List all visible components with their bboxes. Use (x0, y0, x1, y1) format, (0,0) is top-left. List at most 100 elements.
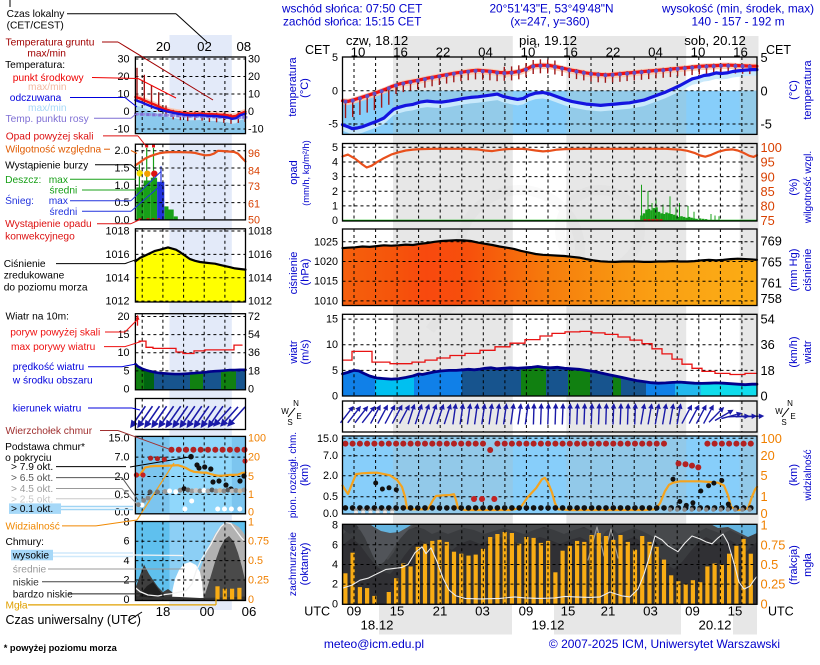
svg-text:(km): (km) (788, 464, 800, 486)
svg-text:0: 0 (123, 594, 129, 606)
svg-text:1: 1 (332, 200, 338, 212)
svg-text:16: 16 (733, 45, 748, 60)
svg-text:0: 0 (248, 594, 254, 606)
svg-text:S: S (781, 418, 786, 427)
svg-text:20: 20 (117, 311, 129, 323)
svg-text:10: 10 (117, 347, 129, 359)
svg-text:(mm Hg): (mm Hg) (788, 249, 800, 292)
svg-text:0: 0 (248, 507, 254, 519)
svg-text:15.0: 15.0 (317, 433, 338, 445)
svg-text:7.0: 7.0 (114, 452, 129, 464)
svg-text:0.5: 0.5 (761, 557, 779, 572)
svg-text:20.12: 20.12 (698, 618, 731, 633)
svg-text:50: 50 (248, 214, 260, 226)
svg-text:wiatr: wiatr (802, 340, 814, 365)
svg-text:-10: -10 (114, 124, 130, 136)
svg-text:90: 90 (761, 169, 775, 184)
svg-text:769: 769 (761, 233, 782, 248)
svg-text:Wilgotność względna: Wilgotność względna (6, 145, 102, 156)
svg-text:0: 0 (248, 106, 254, 118)
svg-text:sob, 20.12: sob, 20.12 (684, 33, 746, 48)
svg-text:2: 2 (332, 579, 338, 591)
svg-text:pion. rozciągł. chm.: pion. rozciągł. chm. (288, 432, 299, 518)
svg-text:Ciśnienie: Ciśnienie (4, 259, 46, 270)
svg-text:15: 15 (561, 604, 576, 619)
svg-text:Mgła: Mgła (6, 600, 28, 611)
svg-text:(x=247, y=360): (x=247, y=360) (510, 15, 589, 29)
svg-text:> 7.9 okt.: > 7.9 okt. (11, 462, 53, 473)
svg-text:2.0: 2.0 (323, 470, 338, 482)
svg-text:20: 20 (248, 452, 260, 464)
svg-text:Czas lokalny: Czas lokalny (7, 9, 66, 20)
svg-text:1016: 1016 (248, 249, 272, 261)
svg-text:wilgotność wzgl.: wilgotność wzgl. (803, 151, 814, 224)
svg-text:1015: 1015 (314, 276, 338, 288)
svg-text:5: 5 (332, 365, 338, 377)
svg-text:761: 761 (761, 275, 782, 290)
svg-text:765: 765 (761, 254, 782, 269)
svg-text:(km): (km) (299, 464, 311, 486)
svg-text:kierunek wiatru: kierunek wiatru (13, 404, 82, 415)
svg-text:E: E (296, 412, 301, 421)
svg-text:(%): (%) (788, 178, 800, 195)
svg-text:* powyżej poziomu morza: * powyżej poziomu morza (4, 643, 118, 653)
svg-text:1: 1 (248, 516, 254, 528)
svg-text:CET: CET (766, 43, 791, 57)
svg-text:średni: średni (50, 207, 78, 218)
svg-text:8: 8 (332, 520, 338, 532)
svg-text:5: 5 (761, 50, 768, 65)
svg-text:0: 0 (332, 598, 338, 610)
svg-text:temperatura: temperatura (802, 59, 814, 119)
svg-text:S: S (287, 418, 292, 427)
svg-text:prędkość wiatru: prędkość wiatru (13, 362, 84, 373)
svg-text:zredukowane: zredukowane (4, 271, 65, 282)
svg-text:4: 4 (123, 555, 129, 567)
svg-text:(CET/CEST): (CET/CEST) (7, 21, 64, 32)
svg-text:04: 04 (478, 45, 493, 60)
svg-text:w środku obszaru: w środku obszaru (12, 376, 93, 387)
svg-text:84: 84 (248, 165, 260, 177)
svg-text:30: 30 (248, 54, 260, 66)
svg-text:CET: CET (305, 43, 330, 57)
svg-text:Chmury:: Chmury: (6, 537, 45, 548)
svg-text:20: 20 (117, 71, 129, 83)
svg-text:20°51'43"E, 53°49'48"N: 20°51'43"E, 53°49'48"N (490, 2, 614, 16)
svg-text:0.5: 0.5 (248, 555, 263, 567)
svg-text:1: 1 (761, 518, 768, 533)
svg-text:6: 6 (123, 536, 129, 548)
svg-text:max: max (49, 196, 68, 207)
svg-text:1025: 1025 (314, 236, 338, 248)
svg-text:54: 54 (248, 329, 260, 341)
svg-text:Widzialność: Widzialność (6, 521, 60, 532)
svg-text:4: 4 (332, 157, 338, 169)
svg-text:(m/s): (m/s) (300, 339, 312, 364)
svg-text:15: 15 (117, 329, 129, 341)
svg-text:2.0: 2.0 (114, 471, 129, 483)
svg-text:18.12: 18.12 (360, 618, 393, 633)
svg-text:73: 73 (248, 181, 260, 193)
svg-text:09: 09 (347, 604, 362, 619)
svg-text:10: 10 (521, 45, 536, 60)
svg-text:100: 100 (761, 431, 782, 446)
svg-text:10: 10 (117, 89, 129, 101)
svg-text:0.5: 0.5 (323, 491, 338, 503)
svg-text:temperatura: temperatura (287, 56, 299, 116)
svg-text:72: 72 (248, 311, 260, 323)
svg-text:0: 0 (123, 384, 129, 396)
svg-text:> 2.5 okt.: > 2.5 okt. (11, 494, 53, 505)
svg-text:średni: średni (50, 186, 78, 197)
svg-text:o pokryciu: o pokryciu (5, 453, 51, 464)
svg-text:5: 5 (123, 365, 129, 377)
svg-text:1016: 1016 (105, 249, 129, 261)
svg-text:1: 1 (248, 489, 254, 501)
svg-text:19.12: 19.12 (531, 618, 564, 633)
svg-text:1012: 1012 (105, 296, 129, 308)
svg-text:1: 1 (761, 489, 768, 504)
svg-text:6: 6 (332, 539, 338, 551)
svg-text:20: 20 (156, 39, 171, 54)
svg-text:18: 18 (156, 604, 171, 619)
svg-text:80: 80 (761, 199, 775, 214)
svg-text:10: 10 (691, 45, 706, 60)
svg-text:1018: 1018 (105, 226, 129, 238)
svg-text:758: 758 (761, 291, 782, 306)
